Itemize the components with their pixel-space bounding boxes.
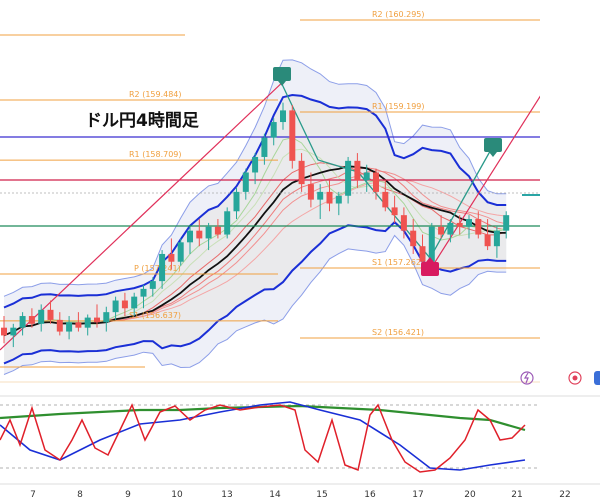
candle <box>149 277 156 297</box>
inner-band-fill <box>4 95 507 364</box>
candle <box>400 207 407 239</box>
candle <box>38 304 45 332</box>
candle <box>224 207 231 239</box>
top-marker <box>484 138 502 157</box>
candle <box>28 308 35 328</box>
oscillator-fast-line <box>0 401 526 471</box>
candle <box>159 250 166 289</box>
candle <box>270 118 277 146</box>
candle <box>1 316 7 344</box>
pivot-label-right: S2 (156.421) <box>372 328 424 337</box>
candle <box>354 153 361 188</box>
candle <box>252 153 259 185</box>
candle <box>326 180 333 212</box>
candle <box>493 226 500 258</box>
trendline-up <box>0 77 288 351</box>
candle <box>345 156 352 204</box>
flag-icon[interactable] <box>594 371 600 385</box>
candle <box>382 180 389 212</box>
candle <box>484 219 491 251</box>
lightning-icon[interactable] <box>520 371 534 385</box>
candle <box>466 215 472 239</box>
x-tick-label: 14 <box>269 490 281 500</box>
x-tick-label: 15 <box>316 490 327 500</box>
pivot-levels: R2 (159.484) R1 (158.709) P (157.241) S1 (1… <box>0 10 540 383</box>
candle <box>335 191 342 216</box>
outer-lower-band <box>3 234 507 375</box>
candle <box>103 306 110 332</box>
candle <box>112 296 119 320</box>
candle <box>66 316 73 340</box>
candle <box>10 323 17 348</box>
candle <box>19 312 26 336</box>
candle <box>280 102 286 130</box>
candle <box>475 211 482 239</box>
candle <box>56 312 63 336</box>
pivot-label-left: R1 (158.709) <box>129 150 182 159</box>
candle <box>298 153 305 192</box>
bottom-marker <box>421 257 439 276</box>
x-axis: 7 8 9 10 13 14 15 16 17 20 21 22 <box>30 490 571 500</box>
top-marker <box>273 67 291 86</box>
candle <box>187 226 193 254</box>
candle <box>410 219 417 254</box>
candle <box>261 133 268 165</box>
candles <box>1 102 510 348</box>
candle <box>94 304 100 328</box>
pivot-label-right: R1 (159.199) <box>372 102 425 111</box>
oscillator-panel <box>0 395 600 485</box>
candle <box>373 168 379 200</box>
candle <box>47 300 54 324</box>
candle <box>242 168 249 200</box>
candle <box>84 314 91 336</box>
candle <box>438 215 445 239</box>
candle <box>307 172 314 208</box>
candle <box>131 292 138 317</box>
candle <box>121 292 128 317</box>
candle <box>317 184 324 220</box>
candle <box>456 215 463 235</box>
candle <box>503 211 510 239</box>
pivot-label-left: S1 (156.637) <box>129 311 181 320</box>
oscillator-signal-line <box>0 403 526 473</box>
candle <box>205 222 212 251</box>
record-icon[interactable] <box>568 371 582 385</box>
candle <box>289 104 296 169</box>
x-tick-label: 16 <box>364 490 376 500</box>
pivot-label-left: P (157.241) <box>134 264 181 273</box>
x-tick-label: 21 <box>511 490 522 500</box>
x-tick-label: 13 <box>221 490 232 500</box>
candle <box>391 195 398 223</box>
signal-markers <box>273 67 502 276</box>
x-tick-label: 20 <box>464 490 476 500</box>
candle <box>233 187 240 220</box>
x-tick-label: 9 <box>125 490 131 500</box>
candle <box>363 164 370 192</box>
chart-title: ドル円4時間足 <box>85 110 199 131</box>
candle <box>447 219 454 243</box>
x-tick-label: 22 <box>559 490 570 500</box>
candle <box>196 219 203 247</box>
candle <box>140 284 147 309</box>
outer-upper-band <box>3 59 507 297</box>
pivot-label-right: R2 (160.295) <box>372 10 425 19</box>
pivot-label-left: R2 (159.484) <box>129 90 182 99</box>
x-tick-label: 17 <box>412 490 423 500</box>
candle <box>75 312 82 332</box>
trendline-up-right <box>429 95 540 271</box>
right-toolbar <box>520 371 600 385</box>
x-tick-label: 8 <box>77 490 83 500</box>
candle <box>177 238 184 266</box>
x-tick-label: 7 <box>30 490 36 500</box>
candle <box>428 222 435 266</box>
candle <box>214 219 221 239</box>
x-tick-label: 10 <box>171 490 183 500</box>
candle <box>168 238 175 270</box>
pivot-label-right: S1 (157.262) <box>372 258 424 267</box>
